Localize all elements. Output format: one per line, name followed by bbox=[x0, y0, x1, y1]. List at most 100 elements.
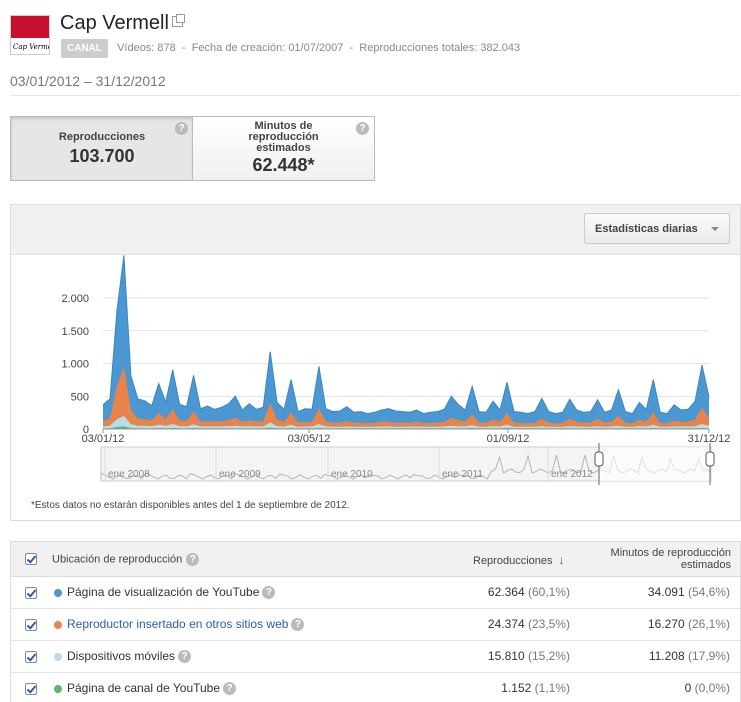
row-label-text: Página de visualización de YouTube bbox=[67, 585, 260, 599]
navigator-right-handle[interactable] bbox=[705, 451, 715, 467]
external-link-icon[interactable] bbox=[171, 14, 185, 27]
metric-label: Minutos de reproducción estimados bbox=[248, 120, 319, 154]
metric-label: Reproducciones bbox=[58, 131, 146, 143]
creation-date: Fecha de creación: 01/07/2007 bbox=[191, 42, 344, 54]
views-area-chart[interactable]: 2.000 1.500 1.000 500 003/01/12 03/05/12 01/09… bbox=[11, 255, 740, 495]
row-views-value: 1.152 bbox=[501, 681, 532, 695]
column-header-views[interactable]: Reproducciones ↓ bbox=[473, 553, 565, 567]
x-tick-label: 03/01/12 bbox=[82, 433, 125, 445]
help-icon[interactable]: ? bbox=[186, 553, 200, 566]
row-minutes-pct: (26,1%) bbox=[687, 617, 730, 631]
metric-tab-minutes[interactable]: ? Minutos de reproducción estimados 62.4… bbox=[192, 116, 375, 181]
table-body: Página de visualización de YouTube? 62.36… bbox=[11, 577, 740, 702]
series-color-dot bbox=[54, 685, 62, 693]
navigator-year-label: ene 2011 bbox=[442, 469, 483, 480]
row-minutes: 16.270 (26,1%) bbox=[648, 617, 730, 631]
row-views: 62.364 (60,1%) bbox=[488, 585, 570, 599]
series-color-dot bbox=[54, 589, 62, 597]
x-tick-label: 01/09/12 bbox=[487, 433, 530, 445]
videos-count: Vídeos: 878 bbox=[117, 42, 176, 54]
row-label-text: Reproductor insertado en otros sitios we… bbox=[67, 617, 289, 631]
select-all-checkbox[interactable] bbox=[25, 553, 37, 565]
navigator-year-label: ene 2009 bbox=[219, 469, 261, 480]
row-views-pct: (1,1%) bbox=[534, 681, 570, 695]
total-views: Reproducciones totales: 382.043 bbox=[359, 42, 521, 54]
header-divider bbox=[10, 95, 740, 96]
playback-location-table: Ubicación de reproducción? Reproduccione… bbox=[10, 541, 741, 702]
row-views: 15.810 (15,2%) bbox=[488, 649, 570, 663]
row-views: 24.374 (23,5%) bbox=[488, 617, 570, 631]
y-tick-label: 1.500 bbox=[61, 326, 89, 338]
chart-panel: Estadísticas diarias 2.000 1.500 1.000 500 0… bbox=[10, 204, 741, 521]
row-minutes-pct: (54,6%) bbox=[687, 585, 730, 599]
navigator-year-label: ene 2008 bbox=[108, 469, 150, 480]
date-range[interactable]: 03/01/2012 – 31/12/2012 bbox=[10, 73, 166, 89]
navigator-selection[interactable] bbox=[599, 447, 711, 481]
chart-toolbar: Estadísticas diarias bbox=[11, 205, 740, 255]
row-minutes-pct: (17,9%) bbox=[687, 649, 730, 663]
stats-dropdown-label: Estadísticas diarias bbox=[595, 223, 698, 235]
row-label[interactable]: Reproductor insertado en otros sitios we… bbox=[67, 617, 305, 632]
navigator-year-label: ene 2012 bbox=[551, 469, 593, 480]
metric-tab-views[interactable]: ? Reproducciones 103.700 bbox=[10, 116, 193, 181]
logo-red-shape bbox=[11, 16, 49, 38]
help-icon[interactable]: ? bbox=[262, 586, 276, 600]
row-checkbox[interactable] bbox=[25, 619, 37, 631]
help-icon[interactable]: ? bbox=[356, 122, 369, 135]
table-row[interactable]: Página de canal de YouTube? 1.152 (1,1%) 0… bbox=[11, 673, 740, 702]
y-tick-label: 0 bbox=[83, 424, 89, 436]
table-row[interactable]: Reproductor insertado en otros sitios we… bbox=[11, 609, 740, 641]
series-area-1[interactable] bbox=[103, 366, 709, 429]
row-checkbox[interactable] bbox=[25, 587, 37, 599]
navigator-left-handle[interactable] bbox=[594, 451, 604, 467]
channel-name[interactable]: Cap Vermell bbox=[60, 12, 169, 34]
series-color-dot bbox=[54, 621, 62, 629]
y-tick-label: 2.000 bbox=[61, 293, 89, 305]
navigator-year-label: ene 2010 bbox=[331, 469, 373, 480]
channel-logo[interactable]: Cap Vermell bbox=[10, 15, 50, 55]
row-label: Dispositivos móviles? bbox=[67, 649, 192, 664]
stats-dropdown[interactable]: Estadísticas diarias bbox=[584, 213, 730, 244]
series-outline bbox=[102, 255, 710, 415]
logo-text: Cap Vermell bbox=[13, 43, 49, 51]
x-tick-label: 31/12/12 bbox=[688, 433, 731, 445]
metric-value: 103.700 bbox=[69, 146, 135, 166]
column-header-minutes[interactable]: Minutos de reproducción estimados bbox=[610, 547, 731, 571]
row-minutes-value: 16.270 bbox=[647, 617, 685, 631]
help-icon[interactable]: ? bbox=[178, 650, 192, 664]
help-icon[interactable]: ? bbox=[175, 122, 188, 135]
row-label: Página de canal de YouTube? bbox=[67, 681, 237, 696]
metric-value: 62.448* bbox=[252, 155, 315, 175]
y-tick-label: 1.000 bbox=[61, 359, 89, 371]
table-header: Ubicación de reproducción? Reproduccione… bbox=[11, 542, 740, 577]
table-row[interactable]: Página de visualización de YouTube? 62.36… bbox=[11, 577, 740, 609]
channel-meta: CANAL Vídeos: 878 - Fecha de creación: 0… bbox=[61, 39, 520, 58]
meta-sep-2: - bbox=[349, 42, 354, 54]
row-checkbox[interactable] bbox=[25, 651, 37, 663]
chevron-down-icon bbox=[711, 227, 719, 231]
row-views-value: 15.810 bbox=[487, 649, 525, 663]
row-label: Página de visualización de YouTube? bbox=[67, 585, 276, 600]
series-area-0[interactable] bbox=[103, 255, 709, 429]
row-views-pct: (15,2%) bbox=[527, 649, 570, 663]
help-icon[interactable]: ? bbox=[223, 682, 237, 696]
row-minutes: 34.091 (54,6%) bbox=[648, 585, 730, 599]
row-minutes-value: 0 bbox=[684, 681, 692, 695]
series-area-2[interactable] bbox=[103, 415, 709, 429]
y-tick-label: 500 bbox=[71, 391, 89, 403]
table-row[interactable]: Dispositivos móviles? 15.810 (15,2%) 11.20… bbox=[11, 641, 740, 673]
series-color-dot bbox=[54, 653, 62, 661]
row-views-pct: (23,5%) bbox=[527, 617, 570, 631]
channel-badge: CANAL bbox=[61, 39, 108, 58]
meta-sep-1: - bbox=[181, 42, 186, 54]
row-checkbox[interactable] bbox=[25, 683, 37, 695]
help-icon[interactable]: ? bbox=[291, 618, 305, 632]
row-minutes-value: 11.208 bbox=[648, 649, 685, 663]
column-header-location: Ubicación de reproducción? bbox=[52, 553, 200, 566]
sort-down-arrow-icon: ↓ bbox=[558, 553, 565, 567]
row-label-text: Página de canal de YouTube bbox=[67, 681, 221, 695]
series-area-3[interactable] bbox=[103, 426, 709, 429]
x-tick-label: 03/05/12 bbox=[288, 433, 331, 445]
row-minutes-value: 34.091 bbox=[647, 585, 685, 599]
row-label-text: Dispositivos móviles bbox=[67, 649, 176, 663]
